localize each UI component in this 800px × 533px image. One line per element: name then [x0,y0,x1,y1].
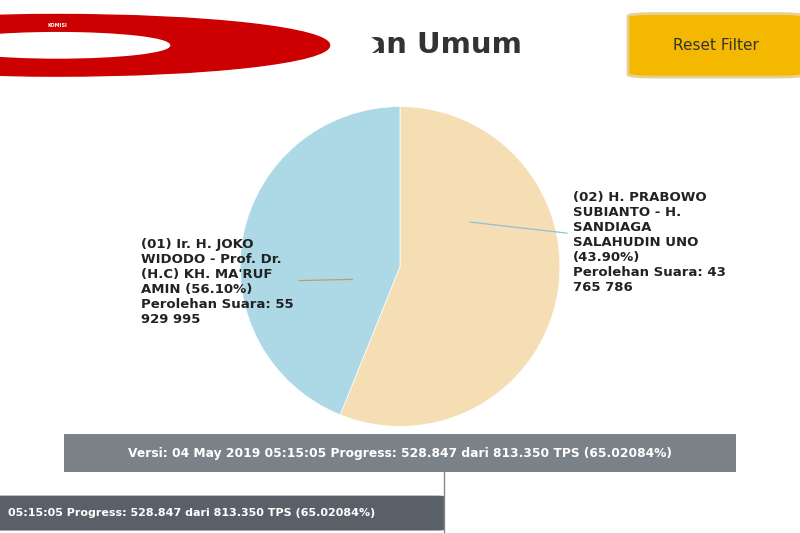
Text: KOMISI: KOMISI [48,23,67,28]
Text: Versi: 04 May 2019 05:15:05 Progress: 528.847 dari 813.350 TPS (65.02084%): Versi: 04 May 2019 05:15:05 Progress: 52… [128,447,672,459]
Text: Reset Filter: Reset Filter [673,38,759,53]
Wedge shape [240,107,400,415]
Circle shape [0,14,330,76]
Circle shape [0,33,170,58]
Text: (02) H.
PRABOWO: (02) H. PRABOWO [560,486,649,519]
FancyBboxPatch shape [0,496,444,530]
Wedge shape [340,107,560,426]
FancyBboxPatch shape [628,13,800,77]
Circle shape [0,9,378,82]
Text: 05:15:05 Progress: 528.847 dari 813.350 TPS (65.02084%): 05:15:05 Progress: 528.847 dari 813.350 … [8,508,375,519]
Text: (01) Ir. H. JOKO
WIDODO - Prof. Dr.
(H.C) KH. MA'RUF
AMIN (56.10%)
Perolehan Sua: (01) Ir. H. JOKO WIDODO - Prof. Dr. (H.C… [141,238,353,327]
Text: Komisi Pemilihan Umum: Komisi Pemilihan Umum [124,31,522,59]
Text: (02) H. PRABOWO
SUBIANTO - H.
SANDIAGA
SALAHUDIN UNO
(43.90%)
Perolehan Suara: 4: (02) H. PRABOWO SUBIANTO - H. SANDIAGA S… [470,191,726,294]
FancyBboxPatch shape [37,433,763,473]
